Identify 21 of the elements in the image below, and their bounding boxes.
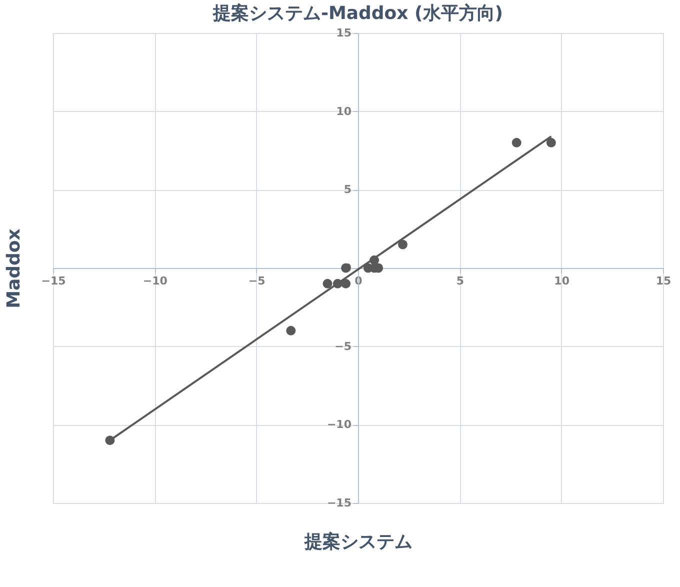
y-axis-title: Maddox: [4, 228, 24, 308]
x-tick-label: 15: [656, 274, 672, 288]
x-tick-label: 10: [554, 274, 570, 288]
y-tick-label: −10: [326, 418, 352, 432]
point: [398, 240, 408, 250]
y-tick-label: 5: [344, 183, 352, 196]
x-tick-label: −5: [248, 274, 266, 288]
y-tick-label: 10: [336, 104, 352, 118]
y-tick-label: −15: [326, 496, 352, 510]
y-tick-label: −5: [334, 340, 352, 353]
chart-title: 提案システム-Maddox (水平方向): [212, 3, 503, 24]
y-tick-label: 15: [336, 26, 352, 40]
point: [546, 138, 556, 148]
point: [512, 138, 522, 148]
x-axis-title: 提案システム: [304, 532, 412, 552]
point: [341, 278, 351, 288]
point: [286, 326, 296, 336]
x-tick-label: 5: [456, 274, 464, 288]
point: [322, 278, 332, 288]
x-tick-label: −15: [41, 274, 66, 288]
x-tick-label: −10: [142, 274, 168, 288]
